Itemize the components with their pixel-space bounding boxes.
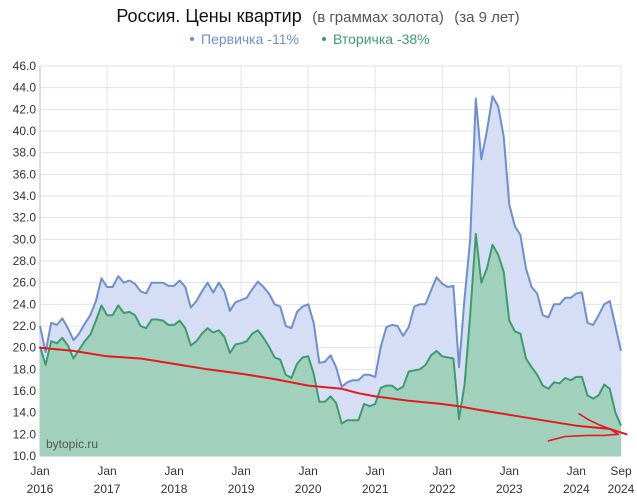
y-tick-label: 12.0 bbox=[13, 427, 37, 441]
chart-title-subtitle-a: (в граммах золота) bbox=[312, 9, 444, 26]
y-tick-label: 18.0 bbox=[13, 362, 37, 376]
y-tick-label: 32.0 bbox=[13, 211, 37, 225]
y-tick-label: 44.0 bbox=[13, 81, 37, 95]
y-tick-label: 16.0 bbox=[13, 384, 37, 398]
y-tick-label: 46.0 bbox=[13, 59, 37, 73]
series-line-secondary bbox=[39, 232, 622, 427]
series-areas bbox=[39, 95, 622, 457]
x-tick-month: Jan bbox=[366, 464, 385, 478]
x-tick-year: 2018 bbox=[161, 482, 188, 496]
x-tick-year: 2021 bbox=[362, 482, 389, 496]
x-tick-month: Jan bbox=[298, 464, 317, 478]
x-tick-month: Jan bbox=[231, 464, 250, 478]
x-tick-month: Jan bbox=[97, 464, 116, 478]
x-tick-year: 2020 bbox=[295, 482, 322, 496]
svg-text:Россия. Цены квартир (в: Россия. Цены квартир (в граммах золота) … bbox=[116, 6, 519, 26]
y-tick-label: 10.0 bbox=[13, 449, 37, 463]
legend-marker-primary bbox=[190, 37, 194, 41]
x-tick-month: Jan bbox=[433, 464, 452, 478]
y-tick-label: 28.0 bbox=[13, 254, 37, 268]
y-tick-label: 14.0 bbox=[13, 406, 37, 420]
x-tick-year: 2019 bbox=[228, 482, 255, 496]
x-tick-month: Sep bbox=[610, 464, 632, 478]
x-tick-year: 2024 bbox=[563, 482, 590, 496]
chart-title: Россия. Цены квартир (в граммах золота) … bbox=[116, 6, 519, 26]
y-tick-label: 26.0 bbox=[13, 276, 37, 290]
y-tick-label: 24.0 bbox=[13, 297, 37, 311]
legend-marker-secondary bbox=[322, 37, 326, 41]
series-line-primary bbox=[39, 95, 622, 388]
arrow-stroke-lower bbox=[547, 433, 620, 442]
y-tick-label: 36.0 bbox=[13, 167, 37, 181]
x-tick-year: 2024 bbox=[608, 482, 635, 496]
y-tick-label: 40.0 bbox=[13, 124, 37, 138]
series-area-secondary bbox=[40, 233, 621, 456]
legend-label-secondary: Вторичка -38% bbox=[333, 31, 430, 47]
arrow-stroke-upper bbox=[578, 412, 620, 436]
legend: Первичка -11% Вторичка -38% bbox=[190, 31, 430, 47]
x-tick-year: 2022 bbox=[429, 482, 456, 496]
x-tick-year: 2016 bbox=[27, 482, 54, 496]
trend-line bbox=[39, 346, 628, 436]
x-tick-month: Jan bbox=[30, 464, 49, 478]
chart-title-main: Россия. Цены квартир bbox=[116, 6, 301, 26]
y-tick-label: 42.0 bbox=[13, 102, 37, 116]
watermark: bytopic.ru bbox=[46, 437, 98, 451]
annotations bbox=[39, 346, 628, 442]
y-tick-label: 20.0 bbox=[13, 341, 37, 355]
y-tick-label: 22.0 bbox=[13, 319, 37, 333]
legend-label-primary: Первичка -11% bbox=[201, 31, 299, 47]
y-axis: 10.0 12.0 14.0 16.0 18.0 20.0 22.0 24.0 26.0 28.0… bbox=[13, 59, 37, 463]
y-tick-label: 30.0 bbox=[13, 232, 37, 246]
x-tick-year: 2023 bbox=[496, 482, 523, 496]
x-tick-year: 2017 bbox=[94, 482, 121, 496]
chart-title-subtitle-b: (за 9 лет) bbox=[454, 9, 519, 26]
x-tick-month: Jan bbox=[164, 464, 183, 478]
y-tick-label: 34.0 bbox=[13, 189, 37, 203]
x-axis: Jan 2016 Jan 2017 Jan 2018 Jan 2019 Jan 2020 Jan 20… bbox=[27, 464, 635, 496]
x-tick-month: Jan bbox=[500, 464, 519, 478]
x-tick-month: Jan bbox=[567, 464, 586, 478]
y-tick-label: 38.0 bbox=[13, 146, 37, 160]
